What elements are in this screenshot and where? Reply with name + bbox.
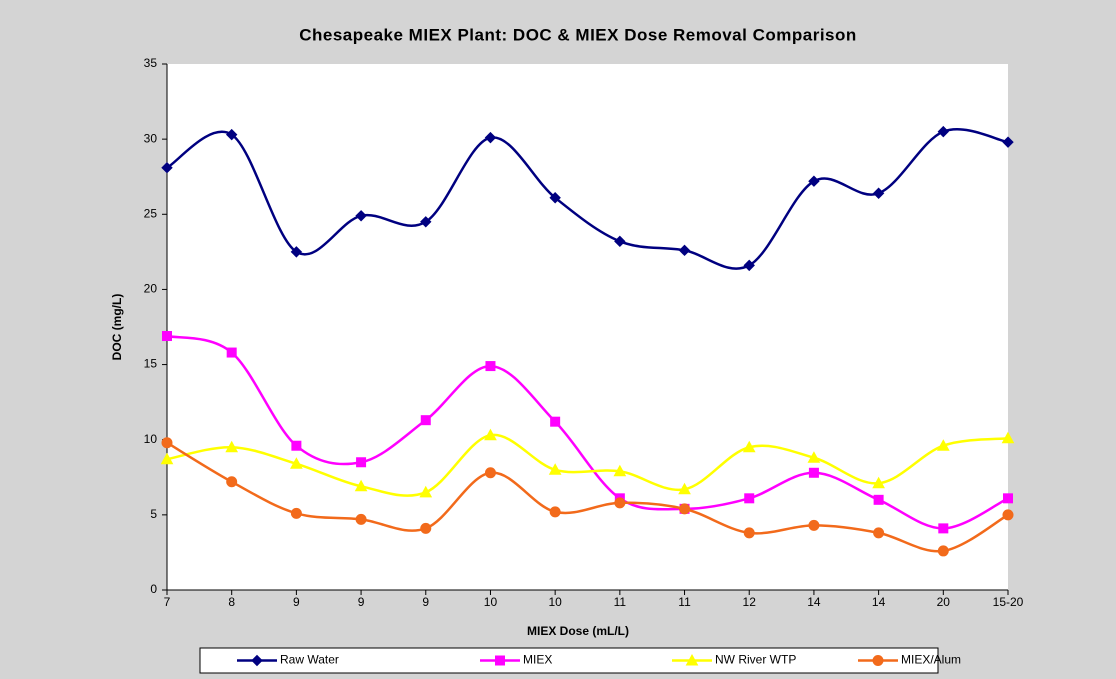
x-tick-label: 14 — [807, 595, 821, 609]
legend — [199, 647, 939, 674]
y-axis-title: DOC (mg/L) — [110, 294, 124, 361]
data-point — [1002, 136, 1014, 148]
data-point — [225, 128, 238, 141]
data-point — [290, 507, 302, 519]
data-point — [549, 506, 561, 518]
data-point — [614, 235, 626, 248]
legend-label: NW River WTP — [715, 653, 796, 667]
x-tick-label: 12 — [743, 595, 757, 609]
x-tick-label: 10 — [548, 595, 562, 609]
data-point — [937, 545, 949, 557]
data-point — [419, 485, 433, 498]
data-point — [1001, 431, 1015, 444]
x-tick-label: 20 — [937, 595, 951, 609]
data-point — [613, 464, 627, 477]
x-tick-label: 9 — [422, 595, 429, 609]
x-tick-label: 11 — [678, 595, 691, 609]
data-point — [744, 493, 755, 504]
data-point — [808, 519, 820, 531]
legend-label: Raw Water — [280, 653, 339, 667]
data-point — [548, 463, 562, 475]
data-point — [226, 347, 237, 358]
y-tick-label: 5 — [150, 507, 157, 521]
data-point — [873, 494, 884, 505]
series-line — [166, 441, 1009, 553]
x-tick-label: 10 — [484, 595, 498, 609]
y-tick-label: 0 — [150, 582, 157, 596]
data-point — [872, 187, 885, 199]
y-tick-label: 20 — [144, 282, 158, 296]
data-point — [420, 415, 431, 426]
x-tick-label: 8 — [228, 595, 235, 609]
x-tick-label: 11 — [614, 595, 627, 609]
data-point — [290, 246, 303, 258]
data-point — [420, 216, 432, 228]
data-point — [225, 440, 239, 453]
data-point — [162, 331, 172, 342]
data-point — [355, 210, 367, 222]
data-point — [485, 361, 496, 372]
data-point — [484, 467, 496, 479]
data-point — [550, 416, 561, 427]
y-tick-label: 10 — [144, 432, 158, 446]
legend-marker — [685, 653, 699, 666]
data-point — [161, 437, 173, 449]
data-point — [226, 476, 238, 488]
data-point — [936, 439, 950, 451]
x-axis-title: MIEX Dose (mL/L) — [527, 624, 629, 638]
y-tick-label: 15 — [144, 357, 158, 371]
chart-title: Chesapeake MIEX Plant: DOC & MIEX Dose R… — [299, 25, 857, 44]
data-point — [549, 192, 561, 204]
x-tick-label: 15-20 — [993, 595, 1024, 609]
data-point — [484, 131, 497, 144]
data-point — [614, 497, 626, 509]
plot-area — [167, 64, 1008, 590]
x-tick-label: 9 — [358, 595, 365, 609]
data-point — [678, 482, 691, 495]
legend-marker — [495, 655, 505, 666]
legend-marker — [872, 655, 884, 666]
data-point — [742, 440, 756, 453]
data-point — [743, 259, 755, 272]
y-tick-label: 25 — [144, 206, 158, 220]
data-point — [161, 161, 173, 174]
data-point — [354, 479, 368, 492]
data-point — [420, 522, 432, 534]
data-point — [937, 125, 950, 138]
data-point — [356, 457, 367, 468]
data-point — [484, 428, 497, 441]
series-line — [166, 433, 1009, 497]
data-point — [807, 451, 821, 463]
x-tick-label: 9 — [293, 595, 300, 609]
data-point — [1002, 509, 1014, 521]
y-tick-label: 30 — [144, 131, 158, 145]
data-point — [160, 452, 174, 465]
data-point — [1003, 493, 1013, 504]
data-point — [808, 467, 819, 478]
data-point — [355, 513, 367, 525]
legend-marker — [251, 654, 263, 667]
y-tick-label: 35 — [144, 56, 158, 70]
legend-label: MIEX/Alum — [901, 653, 961, 667]
data-point — [678, 244, 691, 257]
data-point — [872, 476, 885, 489]
data-point — [291, 440, 302, 451]
x-tick-label: 7 — [164, 595, 171, 609]
legend-label: MIEX — [523, 653, 552, 667]
data-point — [290, 457, 303, 469]
x-tick-label: 14 — [872, 595, 886, 609]
data-point — [938, 523, 949, 534]
data-point — [743, 527, 755, 539]
data-point — [679, 503, 691, 515]
data-point — [808, 175, 820, 187]
data-point — [873, 527, 885, 539]
